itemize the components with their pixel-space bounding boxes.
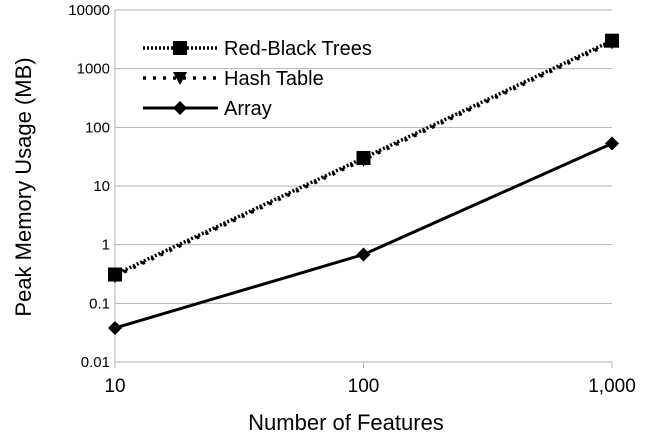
legend-swatch-marker	[173, 72, 187, 85]
data-point	[108, 320, 122, 335]
legend-swatch-marker	[173, 41, 187, 55]
series-line	[114, 40, 613, 278]
x-tick-label: 1,000	[588, 376, 636, 397]
y-axis-title: Peak Memory Usage (MB)	[11, 57, 36, 316]
series-hash-table	[108, 36, 619, 284]
data-point	[605, 36, 619, 50]
data-point	[356, 247, 371, 262]
y-tick-label: 10000	[68, 2, 110, 19]
x-axis-title: Number of Features	[248, 410, 444, 435]
series-layer	[108, 33, 619, 335]
data-point	[605, 136, 619, 151]
y-tick-label: 100	[85, 119, 110, 136]
legend-label: Hash Table	[224, 68, 324, 90]
y-tick-label: 1000	[77, 61, 110, 78]
x-tick-labels: 10 100 1,000	[104, 376, 635, 397]
data-point	[108, 270, 122, 284]
legend-swatch-marker	[173, 101, 187, 115]
data-point	[356, 153, 371, 167]
series-line	[114, 142, 613, 330]
legend-item: Hash Table	[143, 68, 324, 90]
y-tick-labels: 0.01 0.1 1 10 100 1000 10000	[68, 2, 110, 371]
series-line	[114, 39, 613, 277]
legend-item: Red-Black Trees	[143, 38, 372, 60]
legend-label: Red-Black Trees	[224, 38, 372, 60]
x-tick-label: 10	[104, 376, 125, 397]
y-tick-label: 1	[102, 237, 110, 254]
grid-lines	[114, 9, 613, 368]
legend: Red-Black Trees Hash Table Array	[143, 38, 372, 120]
y-tick-label: 10	[93, 178, 110, 195]
legend-item: Array	[143, 98, 272, 120]
series-array	[108, 136, 619, 335]
y-tick-label: 0.1	[89, 295, 110, 312]
y-tick-label: 0.01	[81, 354, 110, 371]
legend-label: Array	[224, 98, 272, 120]
x-tick-label: 100	[348, 376, 380, 397]
